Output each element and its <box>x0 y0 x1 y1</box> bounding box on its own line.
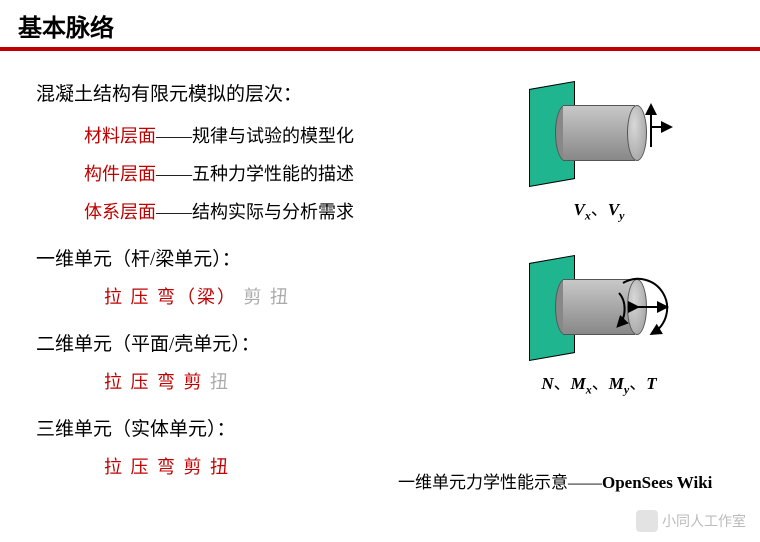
intro-text: 混凝土结构有限元模拟的层次： <box>36 79 446 106</box>
watermark-icon <box>636 510 658 532</box>
level-desc: 五种力学性能的描述 <box>192 164 354 184</box>
level-term: 材料层面 <box>84 126 156 146</box>
content-area: 混凝土结构有限元模拟的层次： 材料层面——规律与试验的模型化 构件层面——五种力… <box>0 51 760 479</box>
watermark: 小同人工作室 <box>636 510 746 532</box>
figure-moment <box>519 253 679 363</box>
section-3d-head: 三维单元（实体单元）： <box>36 414 446 441</box>
watermark-text: 小同人工作室 <box>662 511 746 531</box>
level-term: 构件层面 <box>84 164 156 184</box>
section-3d-mech: 拉 压 弯 剪 扭 <box>104 453 446 479</box>
slide-title: 基本脉络 <box>18 8 760 43</box>
level-term: 体系层面 <box>84 202 156 222</box>
level-system: 体系层面——结构实际与分析需求 <box>84 198 446 224</box>
level-desc: 结构实际与分析需求 <box>192 202 354 222</box>
section-2d-head: 二维单元（平面/壳单元）： <box>36 329 446 356</box>
caption-shear: Vx、Vy <box>456 195 742 223</box>
left-column: 混凝土结构有限元模拟的层次： 材料层面——规律与试验的模型化 构件层面——五种力… <box>36 79 446 479</box>
caption-moment: N、Mx、My、T <box>456 369 742 397</box>
title-bar: 基本脉络 <box>0 0 760 47</box>
cylinder-cap <box>627 279 647 335</box>
level-material: 材料层面——规律与试验的模型化 <box>84 122 446 148</box>
bottom-caption: 一维单元力学性能示意——OpenSees Wiki <box>398 468 712 493</box>
section-1d-mech: 拉 压 弯（梁） 剪 扭 <box>104 283 446 309</box>
cylinder-body <box>563 105 635 161</box>
level-desc: 规律与试验的模型化 <box>192 126 354 146</box>
level-member: 构件层面——五种力学性能的描述 <box>84 160 446 186</box>
right-column: Vx、Vy N、Mx、My、T <box>446 79 742 479</box>
figure-shear <box>519 79 679 189</box>
section-1d-head: 一维单元（杆/梁单元）： <box>36 244 446 271</box>
section-2d-mech: 拉 压 弯 剪 扭 <box>104 368 446 394</box>
cylinder-cap <box>627 105 647 161</box>
cylinder-body <box>563 279 635 335</box>
